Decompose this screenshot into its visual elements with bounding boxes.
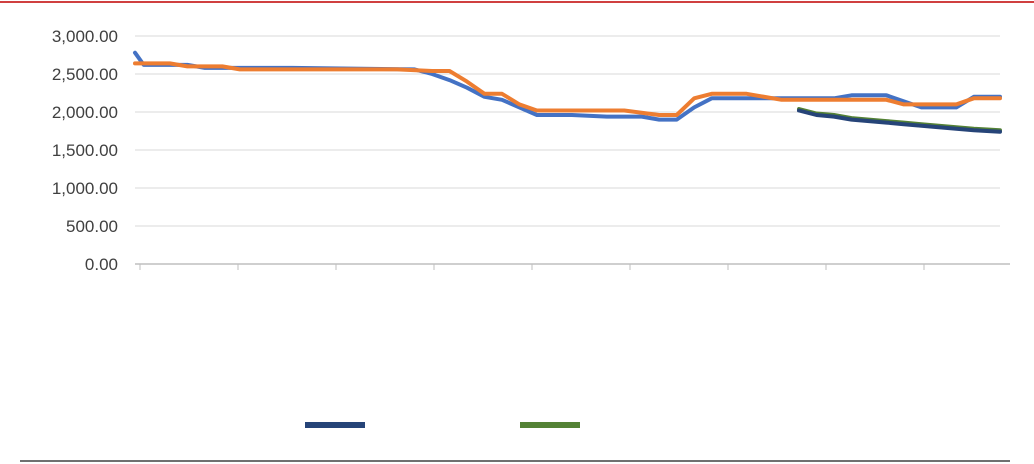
series-line-3 bbox=[797, 108, 1002, 134]
grid-lines bbox=[135, 35, 1000, 227]
y-tick-label-1: 500.00 bbox=[66, 217, 118, 236]
y-tick-label-6: 3,000.00 bbox=[52, 27, 118, 46]
y-tick-label-0: 0.00 bbox=[85, 255, 118, 274]
y-tick-label-5: 2,500.00 bbox=[52, 65, 118, 84]
y-tick-label-2: 1,000.00 bbox=[52, 179, 118, 198]
y-axis-tick-labels: 0.00 500.00 1,000.00 1,500.00 2,000.00 2,500.… bbox=[52, 27, 118, 274]
series-lines bbox=[133, 50, 1002, 134]
series-line-1 bbox=[133, 61, 1002, 117]
y-tick-label-3: 1,500.00 bbox=[52, 141, 118, 160]
y-tick-label-4: 2,000.00 bbox=[52, 103, 118, 122]
x-axis bbox=[135, 263, 1010, 270]
